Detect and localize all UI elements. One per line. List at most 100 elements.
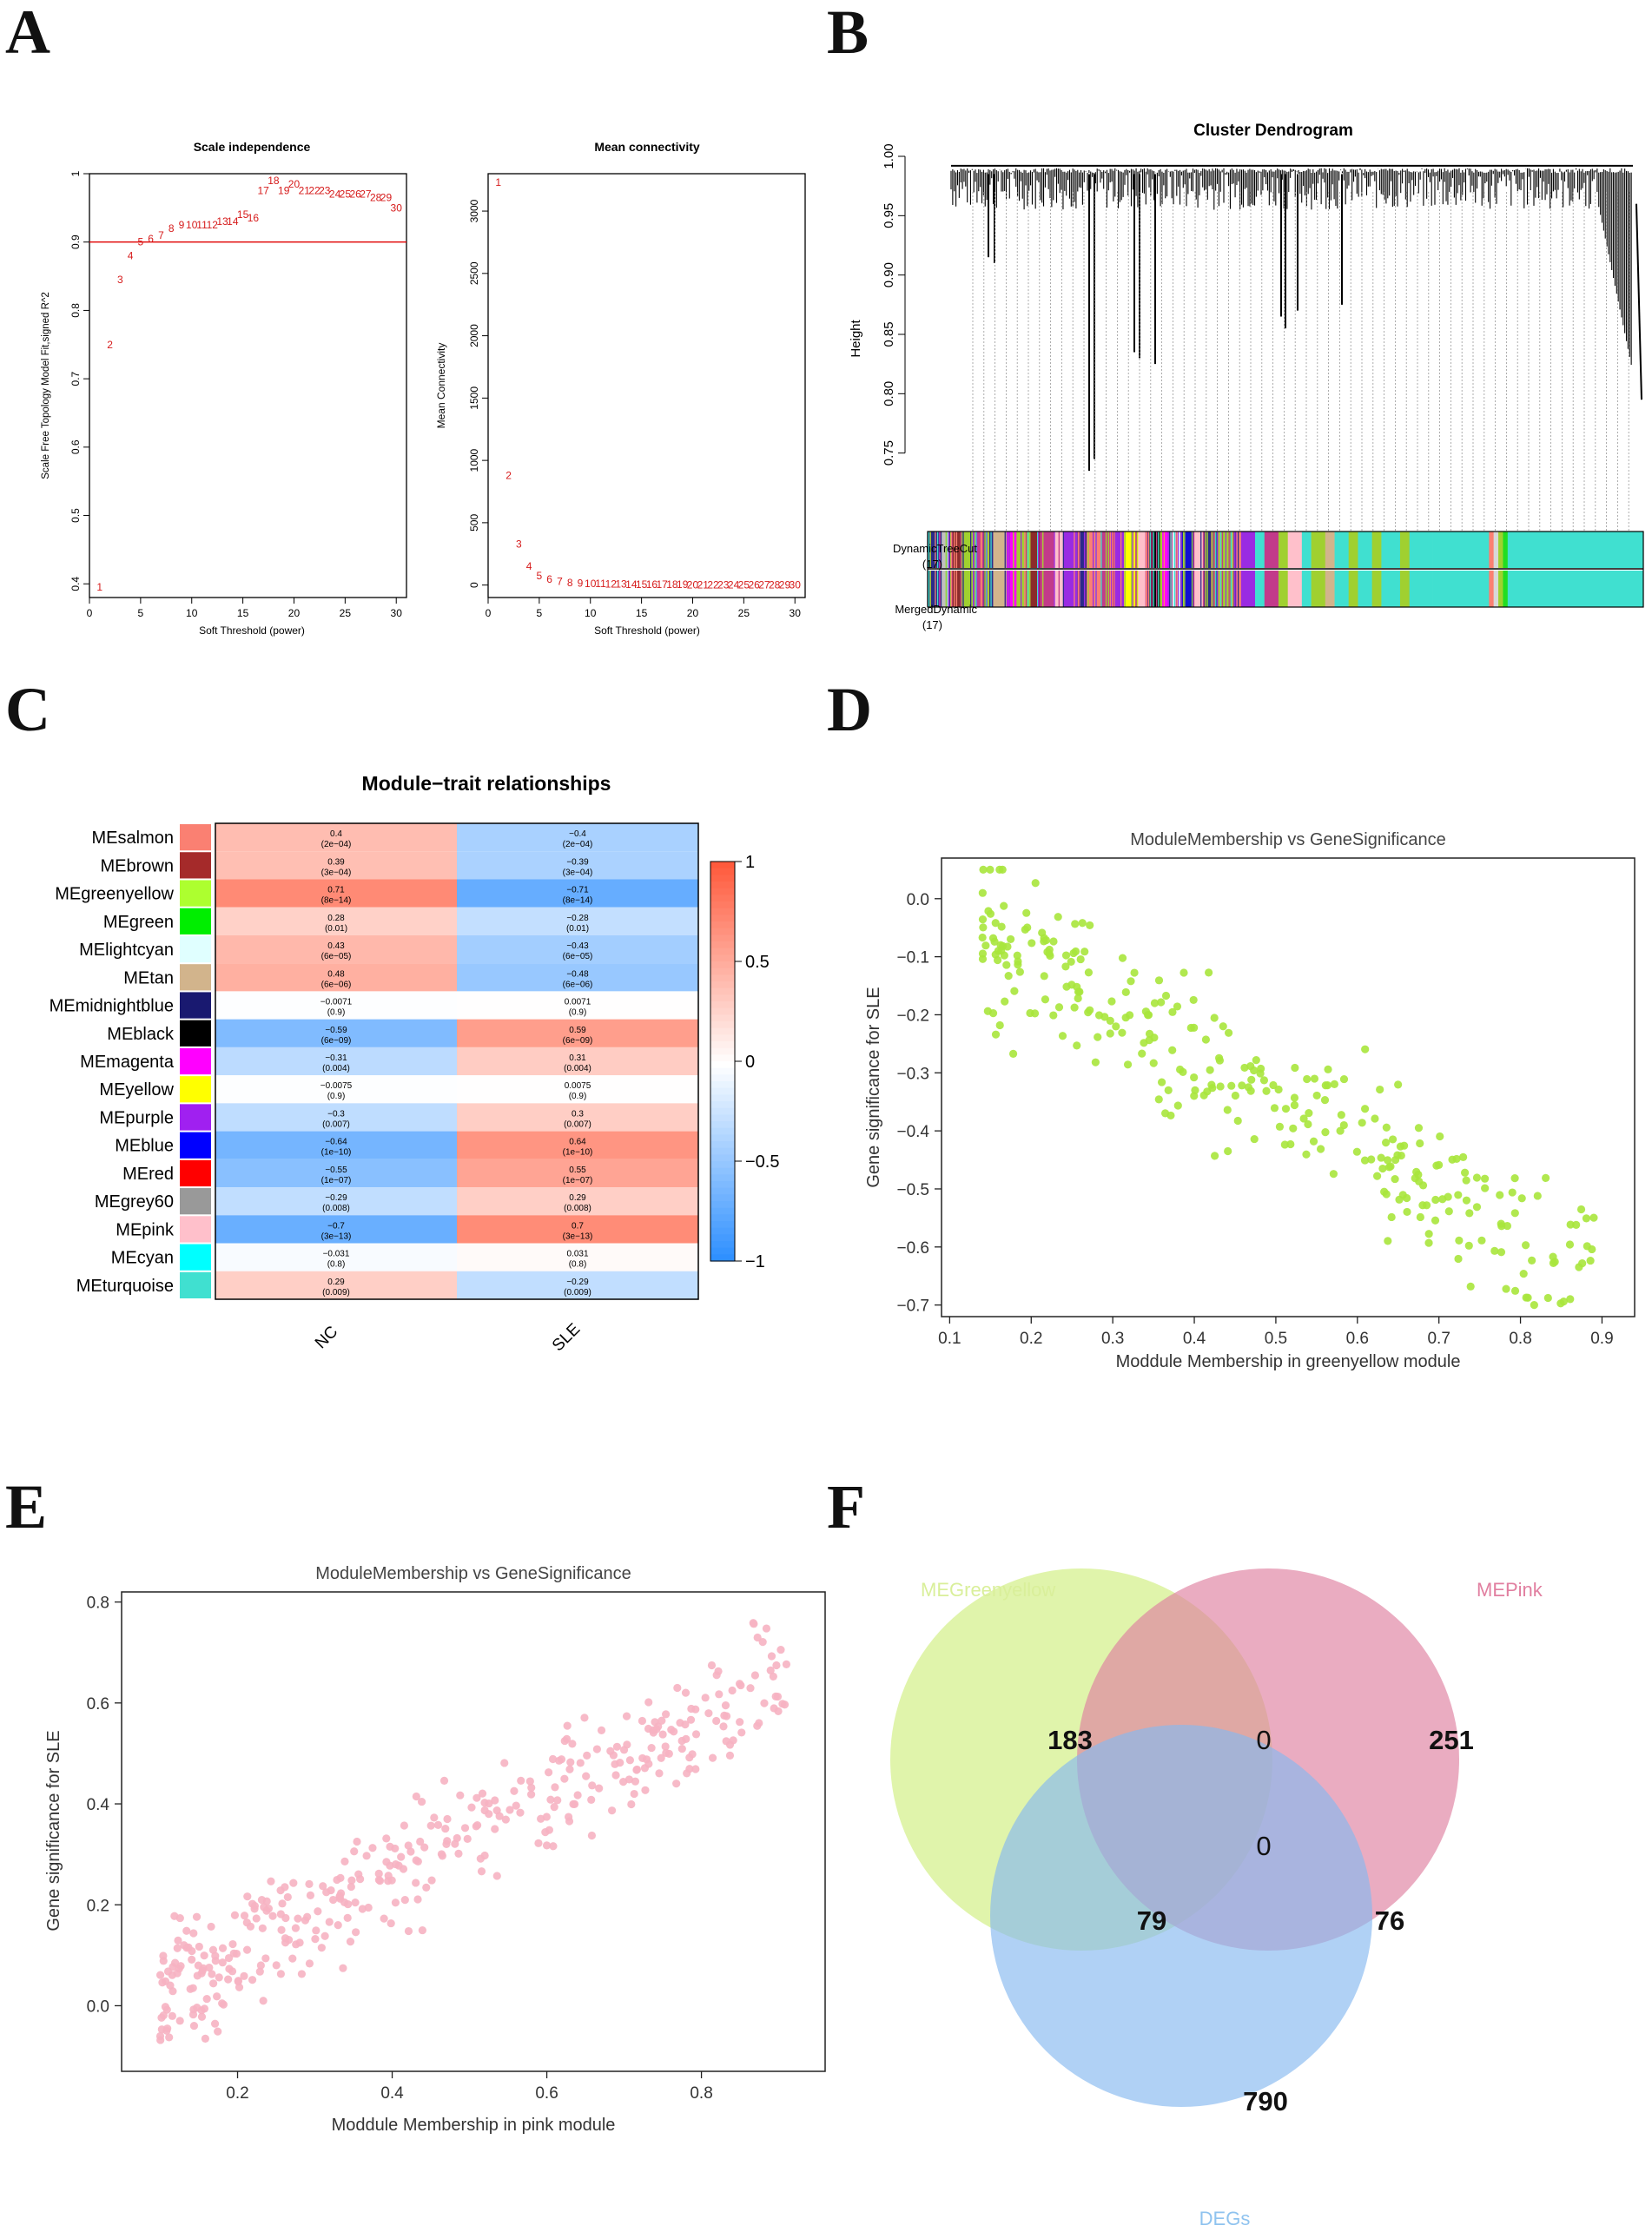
module-color-stripe <box>1177 571 1180 607</box>
x-tick-label: 0.7 <box>1427 1330 1450 1348</box>
module-color-swatch <box>180 852 211 879</box>
gene-point <box>1094 1033 1102 1041</box>
module-color-segment <box>974 571 984 607</box>
cell-pvalue: (3e−04) <box>563 868 593 877</box>
gene-point <box>1528 1256 1536 1265</box>
legend-gradient-step <box>710 967 735 975</box>
gene-point <box>404 1841 413 1850</box>
cell-value: 0.64 <box>569 1138 586 1147</box>
gene-point <box>778 1700 787 1708</box>
gene-point <box>195 1942 203 1951</box>
chart-title: Cluster Dendrogram <box>1193 122 1353 140</box>
gene-point <box>1054 913 1062 921</box>
power-point-label: 27 <box>360 188 372 201</box>
gene-point <box>228 1939 237 1949</box>
x-tick-label: 25 <box>738 607 750 619</box>
module-color-stripe <box>975 532 977 568</box>
gene-point <box>240 1912 249 1920</box>
module-color-stripe <box>975 571 978 607</box>
legend-gradient-step <box>710 1221 735 1229</box>
cell-value: −0.28 <box>566 914 589 923</box>
module-color-stripe <box>931 571 933 607</box>
module-label: MEturquoise <box>76 1277 174 1296</box>
gene-point <box>1435 1160 1444 1169</box>
module-color-segment <box>974 532 984 568</box>
cell-pvalue: (1e−07) <box>563 1176 593 1185</box>
gene-point <box>1530 1301 1538 1310</box>
module-color-stripe <box>1078 532 1080 568</box>
gene-point <box>1000 951 1008 960</box>
cell-value: 0.29 <box>327 1278 345 1287</box>
module-color-stripe <box>934 571 935 607</box>
y-tick-label: 0.4 <box>69 577 82 591</box>
gene-point <box>400 1821 408 1830</box>
gene-point <box>1073 1041 1081 1050</box>
y-tick-label: 0.6 <box>69 439 82 454</box>
module-color-swatch <box>180 908 211 934</box>
y-tick-label: 0.2 <box>87 1897 109 1915</box>
module-color-stripe <box>1083 532 1086 568</box>
power-point-label: 19 <box>278 185 290 197</box>
module-color-stripe <box>1211 571 1213 607</box>
x-tick-label: 0 <box>87 607 93 619</box>
y-tick-label: −0.2 <box>896 1007 929 1025</box>
x-tick-label: 0.2 <box>1020 1330 1042 1348</box>
module-color-stripe <box>954 571 955 607</box>
gene-point <box>174 1936 182 1945</box>
gene-point <box>687 1704 696 1714</box>
module-color-stripe <box>1062 532 1065 568</box>
gene-point <box>258 1924 267 1932</box>
module-label: MEgrey60 <box>95 1192 174 1212</box>
cell-pvalue: (0.8) <box>569 1260 587 1270</box>
gene-point <box>1542 1173 1550 1182</box>
column-label-sle: SLE <box>549 1320 584 1355</box>
gene-point <box>375 1877 385 1885</box>
cell-pvalue: (6e−05) <box>563 952 593 961</box>
heatmap-cell-sle <box>457 823 698 852</box>
gene-point <box>257 1896 267 1905</box>
cell-value: 0.39 <box>327 857 345 867</box>
module-color-segment <box>1240 571 1256 607</box>
gene-point <box>170 1912 179 1920</box>
cell-value: −0.71 <box>566 886 589 895</box>
gene-point <box>189 2021 199 2031</box>
legend-gradient-step <box>710 895 735 902</box>
module-color-stripe <box>968 532 970 568</box>
module-color-segment <box>1325 532 1335 568</box>
legend-gradient-step <box>710 868 735 875</box>
gene-point <box>1393 1151 1402 1159</box>
gene-point <box>708 1753 717 1762</box>
gene-point <box>1394 1080 1403 1089</box>
gene-point <box>630 1789 638 1799</box>
module-color-stripe <box>1237 571 1239 607</box>
gene-point <box>1118 1028 1127 1037</box>
power-point-label: 21 <box>299 185 311 197</box>
module-color-stripe <box>1135 532 1137 568</box>
power-point-label: 20 <box>687 578 699 591</box>
gene-point <box>560 1774 569 1783</box>
gene-point <box>1008 1049 1018 1058</box>
module-color-stripe <box>1200 571 1202 607</box>
gene-point <box>1565 1240 1575 1249</box>
module-color-stripe <box>949 571 951 607</box>
power-point-label: 6 <box>546 573 552 585</box>
module-color-stripe <box>1230 532 1232 568</box>
legend-gradient-step <box>710 954 735 962</box>
module-color-stripe <box>1112 571 1113 607</box>
module-color-stripe <box>1182 532 1185 568</box>
gene-point <box>1161 991 1171 1000</box>
module-color-stripe <box>963 532 965 568</box>
gene-point <box>549 1842 558 1851</box>
gene-point <box>351 1899 360 1907</box>
cell-value: 0.031 <box>566 1250 588 1259</box>
y-axis-label: Height <box>849 319 863 357</box>
gene-point <box>583 1751 591 1760</box>
gene-point <box>208 1945 218 1954</box>
gene-point <box>188 1955 196 1964</box>
gene-point <box>1459 1152 1468 1161</box>
gene-point <box>1358 1119 1366 1127</box>
gene-point <box>291 1924 301 1932</box>
gene-point <box>1214 1053 1224 1062</box>
power-point-label: 20 <box>288 178 301 190</box>
gene-point <box>569 1799 578 1808</box>
